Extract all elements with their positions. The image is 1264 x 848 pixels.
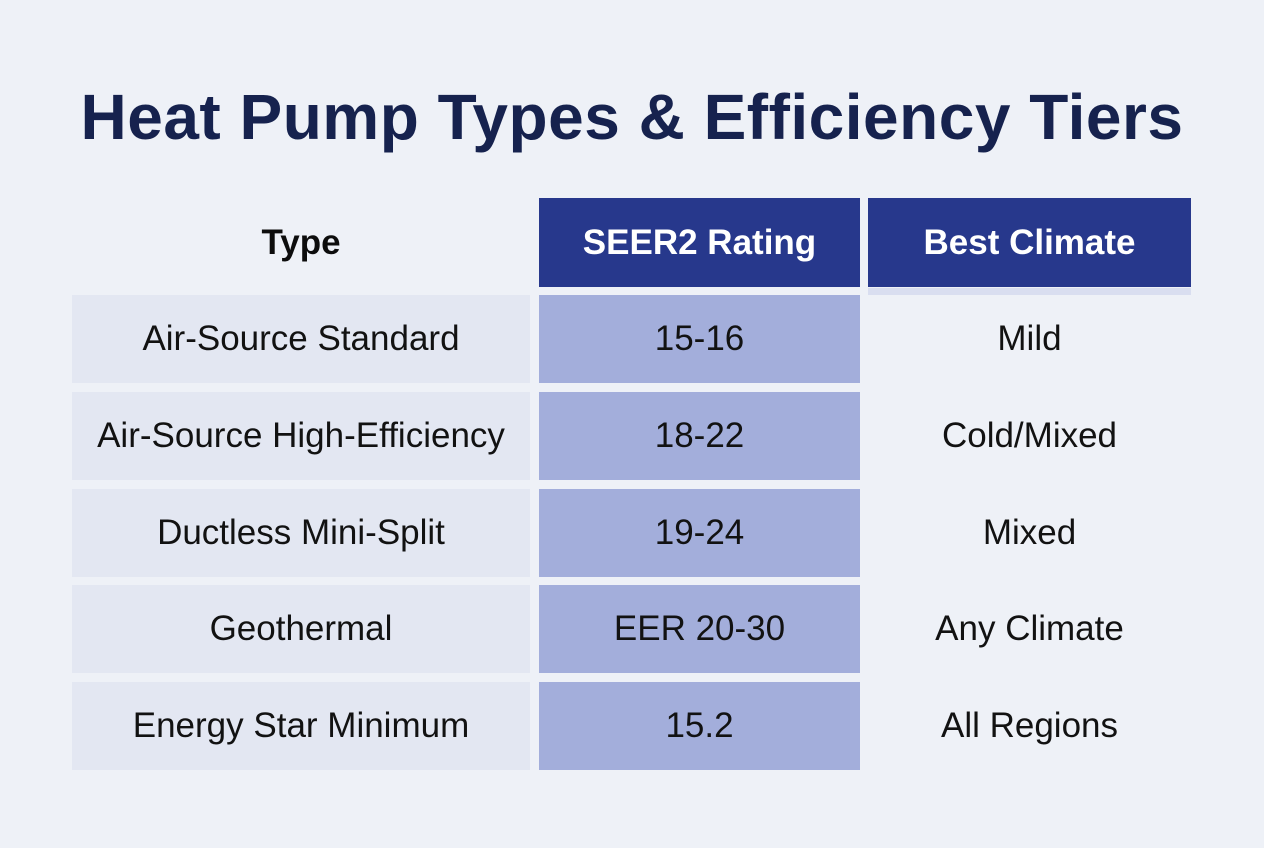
cell-seer2-rating: 15.2 — [539, 682, 860, 770]
table-title: Heat Pump Types & Efficiency Tiers — [80, 81, 1184, 153]
cell-best-climate: Cold/Mixed — [941, 416, 1118, 455]
cell-seer2-rating: EER 20-30 — [539, 585, 860, 673]
header-seer2-rating: SEER2 Rating — [539, 198, 860, 287]
cell-type: Energy Star Minimum — [72, 682, 530, 770]
header-underline — [868, 288, 1191, 295]
cell-best-climate: All Regions — [940, 706, 1119, 745]
cell-type: Ductless Mini-Split — [72, 489, 530, 577]
cell-best-climate: Any Climate — [935, 609, 1124, 648]
cell-seer2-rating: 19-24 — [539, 489, 860, 577]
cell-best-climate: Mild — [997, 319, 1062, 358]
cell-type: Air-Source Standard — [72, 295, 530, 383]
header-type: Type — [261, 222, 341, 262]
cell-seer2-rating: 15-16 — [539, 295, 860, 383]
header-best-climate: Best Climate — [868, 198, 1191, 287]
cell-type: Air-Source High-Efficiency — [72, 392, 530, 480]
cell-type: Geothermal — [72, 585, 530, 673]
cell-seer2-rating: 18-22 — [539, 392, 860, 480]
cell-best-climate: Mixed — [982, 513, 1077, 552]
